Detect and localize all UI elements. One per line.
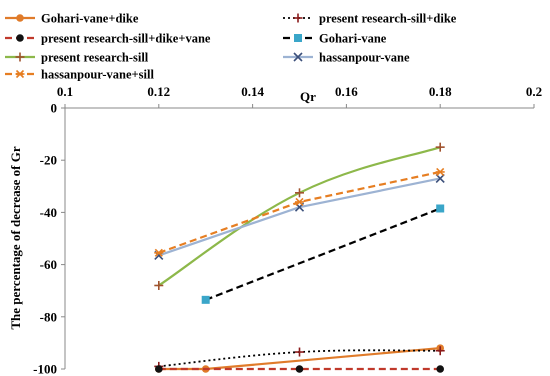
- data-point: [295, 197, 304, 207]
- y-tick-label: 0: [51, 101, 58, 116]
- y-axis-title: The percentage of decrease of Gr: [8, 146, 23, 329]
- legend-item: present research-sill+dike+vane: [5, 32, 211, 46]
- series-line: [205, 207, 441, 301]
- legend-item: hassanpour-vane: [283, 51, 410, 65]
- data-point: [295, 188, 304, 198]
- legend-item: Gohari-vane: [283, 32, 387, 46]
- data-point: [435, 346, 445, 356]
- y-tick-label: -100: [33, 362, 57, 376]
- legend-marker: [16, 14, 24, 22]
- legend-label: hassanpour-vane: [319, 51, 410, 65]
- series-line: [158, 146, 441, 287]
- data-point: [435, 167, 445, 177]
- x-axis-title: Qr: [300, 89, 316, 104]
- legend-label: present research-sill: [41, 51, 149, 65]
- x-tick-label: 0.12: [147, 84, 170, 99]
- legend-marker: [293, 52, 303, 62]
- x-tick-label: 0.2: [526, 84, 542, 99]
- legend-marker: [15, 52, 25, 62]
- series-3: [201, 204, 445, 304]
- data-point: [295, 365, 304, 373]
- x-tick-label: 0.1: [57, 84, 73, 99]
- legend-item: present research-sill: [5, 51, 149, 65]
- y-tick-label: -80: [40, 309, 57, 324]
- legend-item: Gohari-vane+dike: [5, 12, 139, 26]
- data-point: [154, 280, 164, 290]
- series-4: [154, 142, 445, 290]
- axes: 0.1 0.12 0.14 0.16 0.18 0.2 0 -20 -40 -60 -80 -100 Q…: [8, 84, 542, 376]
- data-point: [155, 365, 163, 373]
- legend-marker: [293, 13, 303, 23]
- legend-item: present research-sill+dike: [283, 12, 457, 26]
- legend-label: present research-sill+dike: [319, 12, 457, 26]
- legend-label: hassanpour-vane+sill: [41, 68, 154, 82]
- legend: Gohari-vane+dike present research-sill+di…: [5, 12, 457, 82]
- legend-label: Gohari-vane: [319, 32, 387, 46]
- data-point: [436, 365, 445, 373]
- x-tick-label: 0.14: [241, 84, 264, 99]
- legend-marker: [15, 69, 25, 79]
- series-5: [154, 173, 445, 261]
- data-point: [295, 347, 304, 357]
- legend-marker: [294, 34, 302, 42]
- series-6: [154, 167, 445, 257]
- data-point: [436, 204, 445, 213]
- series-2: [155, 365, 445, 373]
- legend-label: present research-sill+dike+vane: [41, 32, 211, 46]
- data-point: [435, 142, 445, 152]
- data-point: [154, 248, 164, 257]
- y-tick-label: -20: [40, 153, 57, 168]
- x-tick-label: 0.16: [335, 84, 358, 99]
- y-tick-label: -60: [40, 257, 57, 272]
- x-tick-label: 0.18: [429, 84, 452, 99]
- legend-marker: [16, 34, 24, 42]
- legend-label: Gohari-vane+dike: [41, 12, 139, 26]
- y-tick-label: -40: [40, 205, 57, 220]
- data-point: [435, 173, 445, 184]
- series-layer: [154, 142, 445, 373]
- legend-item: hassanpour-vane+sill: [5, 68, 154, 82]
- data-point: [201, 295, 210, 304]
